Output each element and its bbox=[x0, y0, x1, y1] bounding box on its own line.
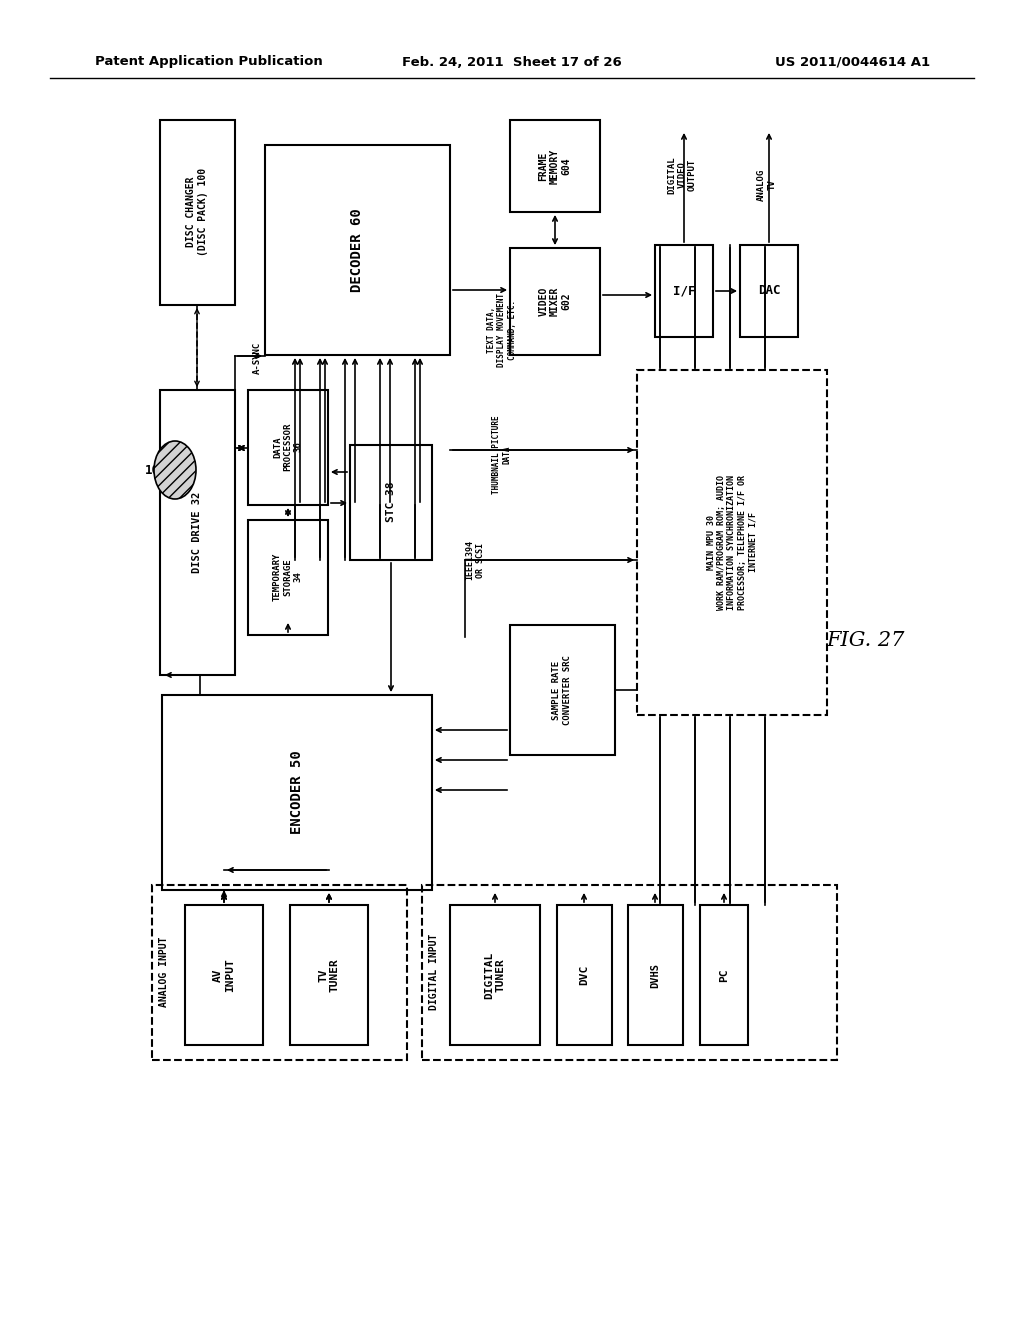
Bar bbox=[160, 389, 234, 675]
Bar bbox=[740, 246, 798, 337]
Text: DIGITAL
TUNER: DIGITAL TUNER bbox=[484, 952, 506, 999]
Bar bbox=[162, 696, 432, 890]
Text: A-SYNC: A-SYNC bbox=[253, 342, 261, 374]
Text: DIGITAL INPUT: DIGITAL INPUT bbox=[429, 933, 439, 1010]
Text: VIDEO
MIXER
602: VIDEO MIXER 602 bbox=[539, 286, 571, 315]
Bar bbox=[152, 884, 407, 1060]
Text: AV
INPUT: AV INPUT bbox=[213, 958, 234, 991]
Text: DISC DRIVE 32: DISC DRIVE 32 bbox=[193, 491, 202, 573]
Text: PC: PC bbox=[719, 969, 729, 982]
Text: TV
TUNER: TV TUNER bbox=[318, 958, 340, 991]
Text: THUMBNAIL PICTURE
DATA: THUMBNAIL PICTURE DATA bbox=[493, 416, 512, 494]
Text: DVHS: DVHS bbox=[650, 962, 660, 987]
Text: 10: 10 bbox=[144, 463, 160, 477]
Text: MAIN MPU 30
WORK RAM/PROGRAM ROM; AUDIO
INFORMATION SYNCHRONIZATION
PROCESSOR; T: MAIN MPU 30 WORK RAM/PROGRAM ROM; AUDIO … bbox=[707, 474, 758, 610]
Bar bbox=[185, 906, 263, 1045]
Bar bbox=[655, 246, 713, 337]
Text: DATA
PROCESSOR
36: DATA PROCESSOR 36 bbox=[273, 422, 303, 471]
Text: DIGITAL
VIDEO
OUTPUT: DIGITAL VIDEO OUTPUT bbox=[667, 156, 697, 194]
Text: Patent Application Publication: Patent Application Publication bbox=[95, 55, 323, 69]
Bar bbox=[700, 906, 748, 1045]
Text: DECODER 60: DECODER 60 bbox=[350, 209, 364, 292]
Text: DISC CHANGER
(DISC PACK) 100: DISC CHANGER (DISC PACK) 100 bbox=[186, 168, 208, 256]
Bar bbox=[628, 906, 683, 1045]
Bar bbox=[510, 624, 615, 755]
Text: DVC: DVC bbox=[579, 965, 589, 985]
Text: ENCODER 50: ENCODER 50 bbox=[290, 750, 304, 834]
Bar bbox=[510, 120, 600, 213]
Text: I/F: I/F bbox=[673, 285, 695, 297]
Bar bbox=[350, 445, 432, 560]
Text: STC 38: STC 38 bbox=[386, 482, 396, 523]
Ellipse shape bbox=[154, 441, 196, 499]
Text: IEEE1394
OR SCSI: IEEE1394 OR SCSI bbox=[465, 540, 484, 579]
Bar bbox=[422, 884, 837, 1060]
Text: Feb. 24, 2011  Sheet 17 of 26: Feb. 24, 2011 Sheet 17 of 26 bbox=[402, 55, 622, 69]
Bar bbox=[557, 906, 612, 1045]
Bar bbox=[637, 370, 827, 715]
Text: FRAME
MEMORY
604: FRAME MEMORY 604 bbox=[539, 148, 571, 183]
Text: US 2011/0044614 A1: US 2011/0044614 A1 bbox=[775, 55, 930, 69]
Text: TEXT DATA,
DISPLAY MOVEMENT
COMMAND, ETC.: TEXT DATA, DISPLAY MOVEMENT COMMAND, ETC… bbox=[487, 293, 517, 367]
Text: FIG. 27: FIG. 27 bbox=[825, 631, 904, 649]
Bar bbox=[450, 906, 540, 1045]
Text: DAC: DAC bbox=[758, 285, 780, 297]
Text: ANALOG INPUT: ANALOG INPUT bbox=[159, 937, 169, 1007]
Bar bbox=[248, 389, 328, 506]
Text: ANALOG
TV: ANALOG TV bbox=[758, 169, 776, 201]
Text: TEMPORARY
STORAGE
34: TEMPORARY STORAGE 34 bbox=[273, 553, 303, 601]
Bar bbox=[510, 248, 600, 355]
Bar bbox=[290, 906, 368, 1045]
Text: SAMPLE RATE
CONVERTER SRC: SAMPLE RATE CONVERTER SRC bbox=[552, 655, 571, 725]
Bar bbox=[248, 520, 328, 635]
Bar bbox=[160, 120, 234, 305]
Bar bbox=[265, 145, 450, 355]
